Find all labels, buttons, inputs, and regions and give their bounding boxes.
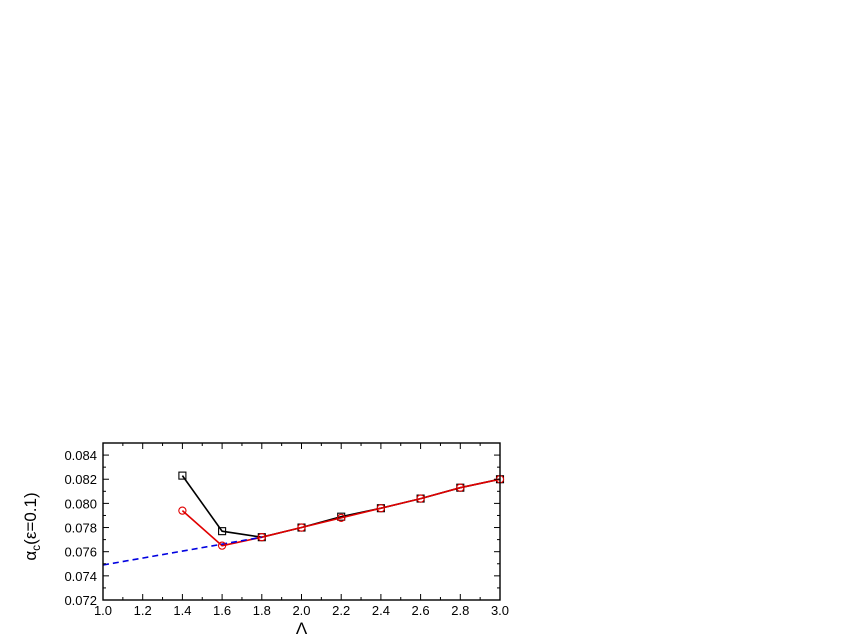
series-line-3 xyxy=(102,536,262,566)
x-tick-label: 2.2 xyxy=(332,603,350,618)
y-tick-label: 0.078 xyxy=(64,521,97,536)
x-axis-title: Λ xyxy=(296,619,308,637)
circle-marker xyxy=(257,533,266,542)
x-tick-label: 1.2 xyxy=(134,603,152,618)
x-tick-label: 1.0 xyxy=(94,603,112,618)
x-tick-label: 1.8 xyxy=(253,603,271,618)
plot-frame xyxy=(102,442,501,601)
x-tick-label: 1.6 xyxy=(213,603,231,618)
x-tick-label: 3.0 xyxy=(491,603,509,618)
plot-content xyxy=(102,471,505,566)
y-tick-label: 0.076 xyxy=(64,545,97,560)
x-tick-label: 2.4 xyxy=(372,603,390,618)
x-axis-ticks: 1.0 1.2 1.4 1.6 1.8 2.0 2.2 2.4 2.6 2.8 3.0 xyxy=(94,443,509,618)
circle-marker xyxy=(178,506,187,515)
y-tick-label: 0.074 xyxy=(64,569,97,584)
y-tick-label: 0.080 xyxy=(64,496,97,511)
y-axis-title-subscript: c xyxy=(29,545,43,551)
x-tick-label: 2.6 xyxy=(412,603,430,618)
square-marker xyxy=(218,527,227,536)
x-tick-label: 2.0 xyxy=(292,603,310,618)
x-tick-label: 2.8 xyxy=(451,603,469,618)
circle-marker xyxy=(297,523,306,532)
circle-marker xyxy=(456,483,465,492)
y-tick-label: 0.082 xyxy=(64,472,97,487)
circle-marker xyxy=(337,513,346,523)
circle-marker xyxy=(376,504,386,513)
circle-marker xyxy=(217,541,227,550)
y-tick-label: 0.072 xyxy=(64,593,97,608)
series-line-2 xyxy=(181,478,501,547)
y-tick-label: 0.084 xyxy=(64,448,97,463)
y-axis-title-suffix: (ε=0.1) xyxy=(21,492,40,544)
circle-marker xyxy=(416,494,425,503)
square-marker xyxy=(178,471,187,480)
x-tick-label: 1.4 xyxy=(173,603,191,618)
y-axis-ticks: 0.072 0.074 0.076 0.078 0.080 0.082 0.084 xyxy=(64,442,500,608)
y-axis-title: αc(ε=0.1) xyxy=(21,492,43,560)
series-line-1 xyxy=(181,475,501,539)
y-axis-title-main: α xyxy=(21,551,40,561)
